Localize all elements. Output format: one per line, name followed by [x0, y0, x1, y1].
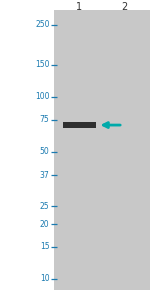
- Text: 250: 250: [35, 20, 50, 29]
- FancyBboxPatch shape: [63, 122, 96, 128]
- Text: 20: 20: [40, 219, 50, 229]
- FancyBboxPatch shape: [54, 10, 150, 290]
- Text: 25: 25: [40, 202, 50, 211]
- Text: 10: 10: [40, 274, 50, 283]
- Text: 100: 100: [35, 92, 50, 101]
- Text: 1: 1: [76, 2, 82, 12]
- Text: 2: 2: [121, 2, 128, 12]
- Text: 75: 75: [40, 115, 50, 124]
- Text: 15: 15: [40, 242, 50, 251]
- Text: 50: 50: [40, 147, 50, 156]
- Text: 37: 37: [40, 171, 50, 180]
- Text: 150: 150: [35, 60, 50, 69]
